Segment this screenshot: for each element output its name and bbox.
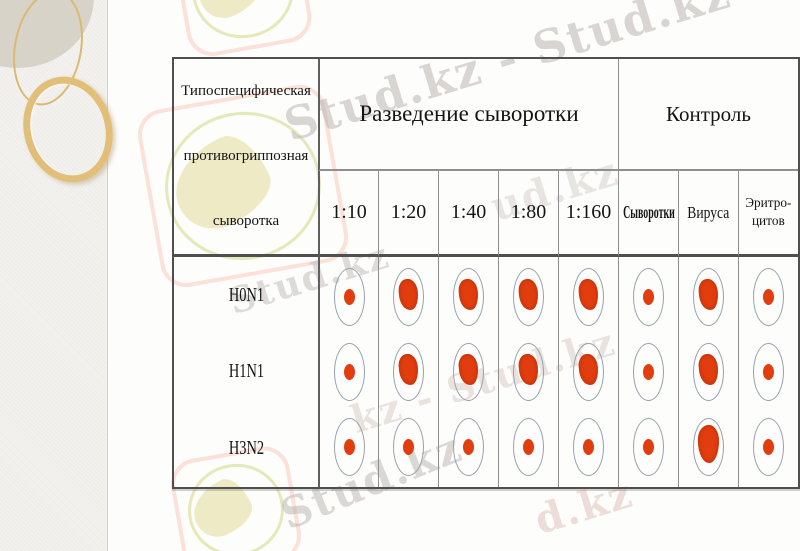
blob-small — [763, 363, 774, 380]
well-h1n1-1-20 — [393, 342, 424, 401]
column-header-1-40: 1:40 — [438, 171, 498, 257]
column-header-label: Сыворотки — [622, 202, 675, 222]
blob-large — [397, 353, 420, 387]
result-column-1-80 — [498, 257, 558, 487]
blob-small — [343, 363, 355, 380]
column-header-label: 1:20 — [390, 201, 427, 223]
blob-small — [763, 288, 774, 305]
column-header-вируса: Вируса — [678, 171, 738, 257]
well-h1n1-сыворотки — [633, 342, 664, 401]
group-header-serum-dilution: Разведение сыворотки — [318, 59, 618, 171]
row-label-column: H0N1 H1N1 H3N2 — [174, 257, 318, 487]
sidebar-decoration — [0, 0, 126, 551]
column-header-label: Эритро- цитов — [745, 196, 792, 229]
hemagglutination-results-table: Типоспецифическая противогриппозная сыво… — [172, 57, 800, 489]
column-header-label: Вируса — [687, 202, 730, 222]
blob-large — [577, 278, 600, 311]
blob-large — [517, 353, 540, 387]
well-h3n2-1-160 — [573, 418, 604, 477]
well-h0n1-сыворотки — [633, 267, 664, 326]
well-h1n1-вируса — [693, 342, 724, 401]
row-label-h1n1: H1N1 — [228, 360, 264, 383]
column-header-эритро-цитов: Эритро- цитов — [738, 171, 798, 257]
blob-large — [457, 353, 480, 387]
result-column-1-10 — [318, 257, 378, 487]
well-h1n1-1-40 — [453, 342, 484, 401]
row-label-h3n2: H3N2 — [228, 437, 264, 460]
well-h0n1-1-20 — [393, 267, 424, 326]
column-header-label: 1:160 — [565, 201, 612, 223]
column-header-сыворотки: Сыворотки — [618, 171, 678, 257]
well-h3n2-эритро-цитов — [753, 418, 784, 477]
blob-small — [763, 439, 774, 456]
well-h3n2-1-80 — [513, 418, 544, 477]
column-header-1-160: 1:160 — [558, 171, 618, 257]
blob-large — [397, 278, 420, 311]
blob-small — [583, 439, 594, 456]
column-header-label: 1:40 — [450, 201, 487, 223]
group-header-control: Контроль — [618, 59, 798, 171]
well-h3n2-1-10 — [333, 418, 365, 477]
blob-large — [697, 353, 720, 387]
blob-large — [577, 353, 600, 387]
well-h3n2-1-40 — [453, 418, 484, 477]
well-h1n1-1-160 — [573, 342, 604, 401]
column-header-1-10: 1:10 — [318, 171, 378, 257]
blob-small — [343, 439, 355, 456]
well-h0n1-1-10 — [333, 267, 365, 326]
result-column-1-40 — [438, 257, 498, 487]
blob-small — [343, 288, 355, 305]
result-column-вируса — [678, 257, 738, 487]
well-h0n1-эритро-цитов — [753, 267, 784, 326]
blob-small — [463, 439, 474, 456]
blob-small — [643, 288, 654, 305]
column-header-1-80: 1:80 — [498, 171, 558, 257]
well-h0n1-1-160 — [573, 267, 604, 326]
blob-large — [517, 278, 540, 311]
well-h0n1-1-40 — [453, 267, 484, 326]
result-column-1-20 — [378, 257, 438, 487]
stud-kz-logo-watermark — [170, 0, 316, 61]
well-h0n1-вируса — [693, 267, 724, 326]
well-h1n1-1-80 — [513, 342, 544, 401]
corner-header: Типоспецифическая противогриппозная сыво… — [174, 59, 318, 257]
result-column-эритро-цитов — [738, 257, 798, 487]
well-h3n2-1-20 — [393, 418, 424, 477]
well-h3n2-сыворотки — [633, 418, 664, 477]
blob-small — [403, 439, 414, 456]
result-column-сыворотки — [618, 257, 678, 487]
column-header-label: 1:80 — [510, 201, 547, 223]
column-header-label: 1:10 — [331, 201, 367, 223]
row-label-h0n1: H0N1 — [228, 283, 264, 306]
blob-xlarge — [698, 425, 719, 464]
column-header-1-20: 1:20 — [378, 171, 438, 257]
blob-small — [523, 439, 534, 456]
well-h3n2-вируса — [693, 418, 724, 477]
blob-large — [457, 278, 480, 311]
well-h0n1-1-80 — [513, 267, 544, 326]
blob-large — [697, 278, 720, 311]
blob-small — [643, 439, 654, 456]
blob-small — [643, 363, 654, 380]
well-h1n1-эритро-цитов — [753, 342, 784, 401]
well-h1n1-1-10 — [333, 342, 365, 401]
result-column-1-160 — [558, 257, 618, 487]
